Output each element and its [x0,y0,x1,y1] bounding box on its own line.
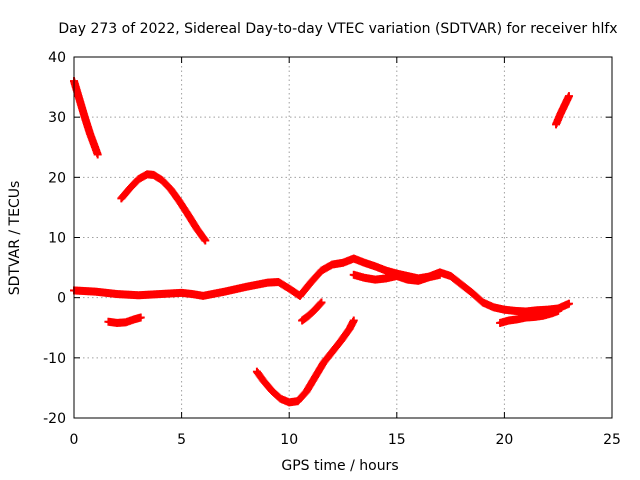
y-tick-label: -10 [43,351,66,367]
axis-ticks: 0 5 10 15 20 25 -20 -10 0 10 20 30 40 [43,50,621,448]
x-tick-label: 15 [388,432,406,448]
x-tick-label: 5 [177,432,186,448]
y-tick-label: 40 [48,50,66,66]
x-tick-label: 0 [70,432,79,448]
chart-title: Day 273 of 2022, Sidereal Day-to-day VTE… [58,21,617,37]
y-tick-label: 10 [48,231,66,247]
data-point [564,299,573,308]
grid-lines [74,57,612,418]
x-axis-label: GPS time / hours [281,458,398,474]
plot-frame [73,56,613,419]
data-point [201,236,210,245]
y-tick-label: -20 [43,411,66,427]
data-points [70,77,573,407]
data-point [317,298,326,307]
data-point [136,313,145,322]
data-point [564,92,573,101]
data-point [435,270,444,279]
y-tick-label: 30 [48,110,66,126]
data-point [349,316,358,325]
x-tick-label: 20 [495,432,513,448]
data-point [93,150,102,159]
y-tick-label: 20 [48,170,66,186]
x-tick-label: 10 [280,432,298,448]
x-tick-label: 25 [603,432,621,448]
y-tick-label: 0 [57,291,66,307]
data-point [554,306,563,315]
y-axis-label: SDTVAR / TECUs [7,181,23,296]
